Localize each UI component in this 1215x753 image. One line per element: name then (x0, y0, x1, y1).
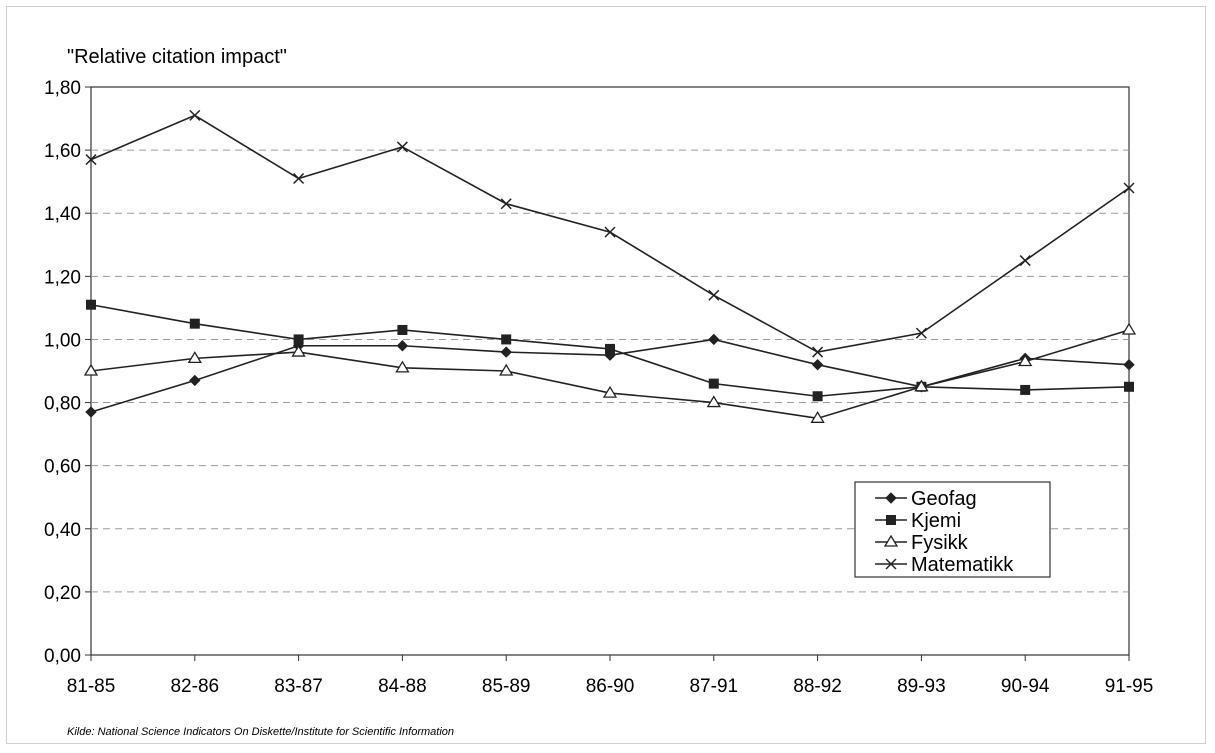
data-point (189, 374, 201, 387)
data-point (602, 385, 618, 398)
data-point (885, 492, 897, 504)
legend-label: Matematikk (911, 554, 1014, 576)
x-tick-label: 91-95 (1105, 676, 1154, 697)
data-point (500, 198, 512, 210)
data-point (500, 346, 512, 358)
data-point (1124, 381, 1134, 392)
data-point (1020, 384, 1031, 395)
source-note: Kilde: National Science Indicators On Di… (67, 726, 454, 738)
series-line (90, 114, 1130, 353)
y-tick-label: 0,40 (44, 520, 81, 541)
series-kjemi (86, 299, 1134, 402)
x-tick-label: 84-88 (378, 676, 427, 697)
x-tick-label: 85-89 (482, 676, 531, 697)
x-tick-label: 82-86 (170, 676, 219, 697)
legend-item-fysikk: Fysikk (875, 532, 969, 554)
data-point (708, 289, 720, 301)
y-tick-label: 1,20 (44, 267, 81, 288)
legend-item-geofag: Geofag (875, 488, 977, 510)
y-tick-label: 0,80 (44, 394, 81, 415)
x-tick-label: 90-94 (1001, 676, 1050, 697)
data-point (915, 327, 927, 339)
data-point (1019, 255, 1031, 267)
data-point (883, 534, 899, 547)
data-point (708, 378, 719, 389)
data-point (293, 172, 305, 185)
y-tick-label: 0,60 (44, 457, 81, 478)
x-tick-label: 89-93 (897, 676, 946, 697)
series-fysikk (83, 322, 1137, 423)
x-tick-label: 88-92 (793, 676, 842, 697)
data-point (83, 363, 99, 376)
y-tick-label: 1,00 (44, 330, 81, 351)
data-point (187, 351, 202, 364)
series-line (90, 329, 1130, 420)
data-point (395, 360, 410, 373)
data-point (189, 318, 200, 329)
legend-item-kjemi: Kjemi (875, 510, 961, 532)
data-point (886, 515, 896, 525)
data-point (708, 333, 720, 346)
x-axis-ticks: 81-85 82-86 83-87 84-88 85-89 86-90 87-91 88-92… (67, 655, 1154, 697)
data-point (885, 558, 897, 570)
y-tick-label: 1,40 (44, 204, 81, 225)
x-tick-label: 86-90 (586, 676, 635, 697)
y-axis-title: "Relative citation impact" (67, 46, 287, 68)
y-tick-label: 1,60 (44, 141, 81, 162)
data-point (1123, 358, 1135, 371)
x-tick-label: 81-85 (67, 676, 116, 697)
data-point (85, 406, 97, 418)
data-point (397, 324, 408, 335)
y-axis-ticks: 0,00 0,20 0,40 0,60 0,80 1,00 1,20 1,40 1,60 1,80 (44, 78, 91, 667)
data-point (1123, 182, 1135, 194)
chart-frame (6, 6, 1206, 744)
data-point (810, 411, 825, 423)
data-point (293, 334, 304, 345)
x-tick-label: 83-87 (274, 676, 323, 697)
data-point (914, 379, 929, 392)
legend-label: Fysikk (911, 532, 969, 554)
data-point (811, 358, 824, 371)
data-point (501, 334, 512, 345)
series-group (83, 109, 1137, 423)
y-tick-label: 0,20 (44, 583, 81, 604)
data-point (706, 395, 721, 408)
data-point (812, 346, 824, 358)
data-point (85, 154, 97, 166)
legend-label: Kjemi (911, 510, 961, 532)
data-point (1121, 322, 1137, 335)
data-point (812, 391, 823, 402)
data-point (1018, 354, 1033, 367)
data-point (396, 141, 408, 153)
legend-item-matematikk: Matematikk (875, 554, 1014, 576)
data-point (291, 344, 306, 357)
data-point (189, 109, 201, 121)
x-tick-label: 87-91 (689, 676, 738, 697)
series-matematikk (85, 109, 1135, 358)
data-point (499, 363, 514, 376)
data-point (396, 340, 409, 352)
y-tick-label: 1,80 (44, 78, 81, 99)
legend-label: Geofag (911, 488, 977, 510)
data-point (605, 343, 615, 354)
y-tick-label: 0,00 (44, 646, 81, 667)
data-point (86, 299, 96, 310)
data-point (604, 226, 616, 238)
